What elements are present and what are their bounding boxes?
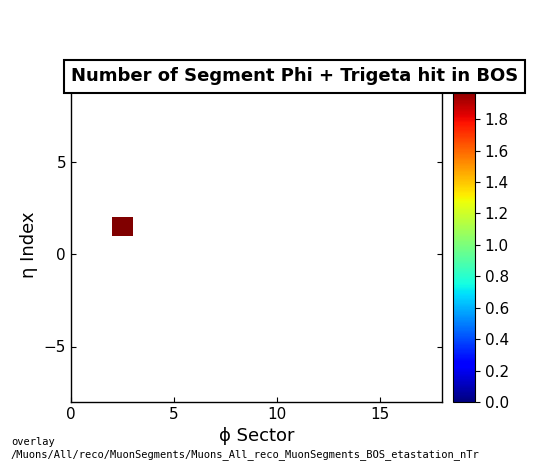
- Text: Number of Segment Phi + Trigeta hit in BOS: Number of Segment Phi + Trigeta hit in B…: [71, 67, 518, 85]
- Text: overlay
/Muons/All/reco/MuonSegments/Muons_All_reco_MuonSegments_BOS_etastation_: overlay /Muons/All/reco/MuonSegments/Muo…: [11, 437, 480, 460]
- X-axis label: ϕ Sector: ϕ Sector: [219, 427, 294, 445]
- Y-axis label: η Index: η Index: [20, 212, 38, 278]
